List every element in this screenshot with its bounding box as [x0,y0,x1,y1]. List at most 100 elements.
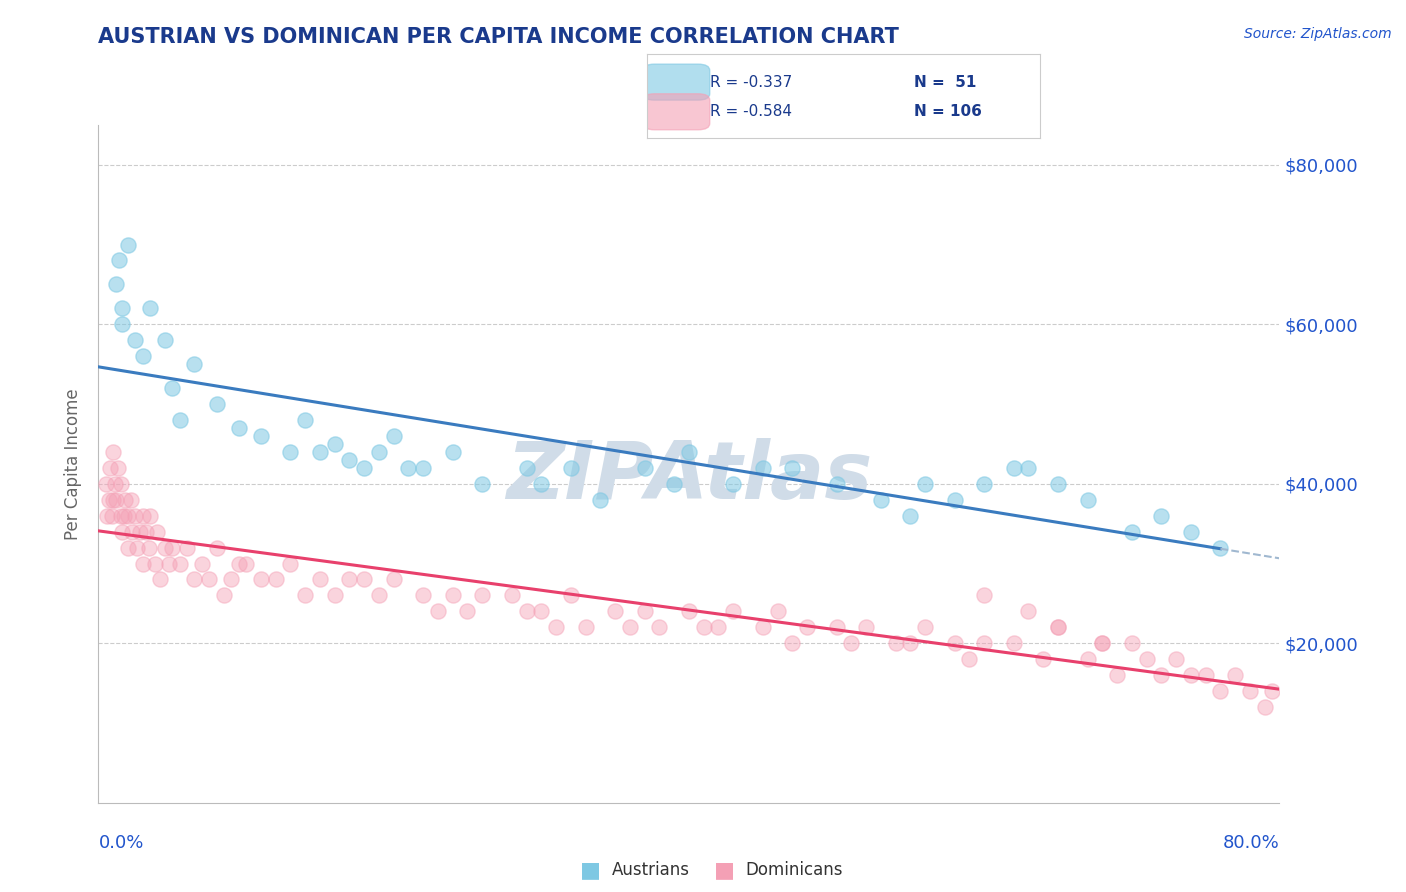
Point [117,541,139,555]
Point [1077,492,1099,507]
Point [959,652,981,666]
Point [441,445,464,459]
Text: ZIPAtlas: ZIPAtlas [506,438,872,516]
Point [751,460,773,475]
Point [278,445,302,459]
Text: Source: ZipAtlas.com: Source: ZipAtlas.com [1244,27,1392,41]
Point [323,589,346,603]
Point [108,253,131,268]
Point [100,508,122,523]
Point [139,301,162,316]
Point [153,333,176,347]
Point [153,541,176,555]
Point [782,636,804,650]
Point [107,460,129,475]
Point [1017,604,1039,618]
Point [157,557,180,571]
Point [471,589,494,603]
Point [1077,652,1099,666]
Point [368,589,391,603]
Point [1254,700,1277,714]
Point [412,460,434,475]
Point [664,476,686,491]
Point [96,508,118,523]
Point [441,589,464,603]
Point [1017,460,1039,475]
Point [501,589,523,603]
Point [114,492,136,507]
Point [900,636,922,650]
Point [198,573,221,587]
Point [228,557,250,571]
Text: ■: ■ [581,860,600,880]
Point [146,524,169,539]
Point [132,349,155,363]
Y-axis label: Per Capita Income: Per Capita Income [65,388,83,540]
Point [1180,668,1202,682]
Point [111,524,134,539]
Point [766,604,789,618]
Point [605,604,627,618]
Point [212,589,235,603]
Point [135,524,157,539]
Point [825,620,848,634]
Point [382,573,405,587]
Point [97,492,120,507]
Text: 80.0%: 80.0% [1223,834,1279,852]
Point [205,541,228,555]
FancyBboxPatch shape [643,64,710,100]
Point [169,413,191,427]
Point [456,604,478,618]
Point [264,573,287,587]
Point [309,445,332,459]
Point [353,573,375,587]
Point [117,508,139,523]
Point [278,557,302,571]
Point [103,445,125,459]
Point [546,620,568,634]
Point [169,557,191,571]
Point [914,620,936,634]
Point [105,492,128,507]
Point [323,437,346,451]
Point [1150,668,1173,682]
Point [589,492,612,507]
Point [1002,636,1025,650]
Point [121,524,143,539]
Point [796,620,818,634]
Point [1032,652,1054,666]
Point [633,460,655,475]
Point [339,453,360,467]
Text: ■: ■ [714,860,734,880]
Point [619,620,641,634]
Point [1105,668,1128,682]
Point [516,460,538,475]
Point [678,445,700,459]
Point [516,604,538,618]
Point [353,460,375,475]
Point [132,557,155,571]
Point [560,589,582,603]
Point [427,604,450,618]
Point [973,636,995,650]
Point [111,301,134,316]
Point [162,381,183,395]
Point [183,573,205,587]
Point [1091,636,1114,650]
Text: AUSTRIAN VS DOMINICAN PER CAPITA INCOME CORRELATION CHART: AUSTRIAN VS DOMINICAN PER CAPITA INCOME … [98,27,900,46]
Point [530,476,553,491]
Point [751,620,773,634]
Point [633,604,655,618]
Text: N = 106: N = 106 [914,104,983,120]
Point [678,604,700,618]
Point [1121,524,1143,539]
Point [143,557,166,571]
FancyBboxPatch shape [643,94,710,130]
Point [1164,652,1187,666]
Point [1195,668,1218,682]
Point [117,237,139,252]
Point [1180,524,1202,539]
Point [1091,636,1114,650]
Point [128,524,150,539]
Point [841,636,863,650]
